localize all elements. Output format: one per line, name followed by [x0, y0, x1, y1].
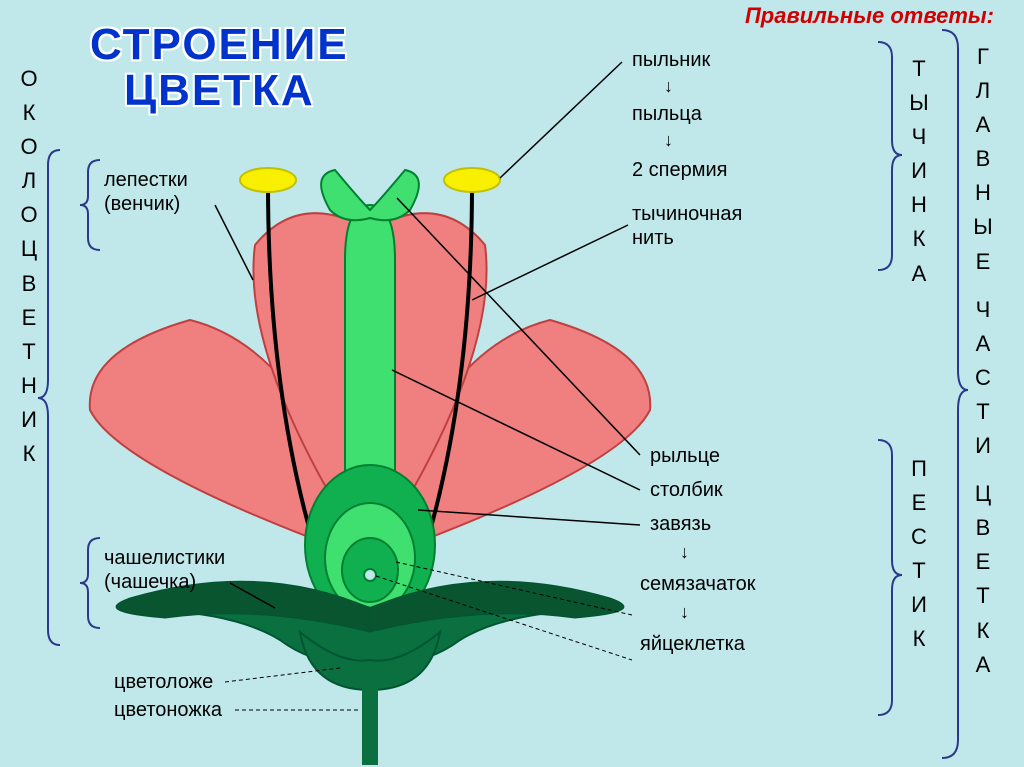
label-anther: пыльник — [632, 48, 710, 72]
egg-cell — [364, 569, 376, 581]
label-sepals: чашелистики(чашечка) — [104, 546, 225, 594]
brace-sepals — [80, 538, 100, 628]
label-stigma: рыльце — [650, 444, 720, 468]
label-ovary: завязь — [650, 512, 711, 536]
label-filament: тычиночнаянить — [632, 202, 742, 250]
stem — [362, 685, 378, 765]
label-petals: лепестки(венчик) — [104, 168, 188, 216]
anther-left — [240, 168, 296, 192]
label-sperm: 2 спермия — [632, 158, 728, 182]
label-receptacle: цветоложе — [114, 670, 213, 694]
arrow-icon: ↓ — [680, 602, 689, 623]
brace-petals — [80, 160, 100, 250]
label-pollen: пыльца — [632, 102, 702, 126]
label-pedicel: цветоножка — [114, 698, 222, 722]
label-style: столбик — [650, 478, 723, 502]
arrow-icon: ↓ — [680, 542, 689, 563]
line-petals — [215, 205, 253, 280]
line-anther — [500, 62, 622, 178]
brace-pistil — [878, 440, 902, 715]
pistil-stigma — [321, 170, 419, 220]
line-filament — [472, 225, 628, 300]
anther-right — [444, 168, 500, 192]
flower-diagram — [0, 0, 1024, 767]
brace-perianth — [38, 150, 60, 645]
arrow-icon: ↓ — [664, 130, 673, 151]
label-ovule: семязачаток — [640, 572, 755, 596]
brace-main-parts — [942, 30, 968, 758]
brace-stamen — [878, 42, 902, 270]
label-egg: яйцеклетка — [640, 632, 745, 656]
arrow-icon: ↓ — [664, 76, 673, 97]
